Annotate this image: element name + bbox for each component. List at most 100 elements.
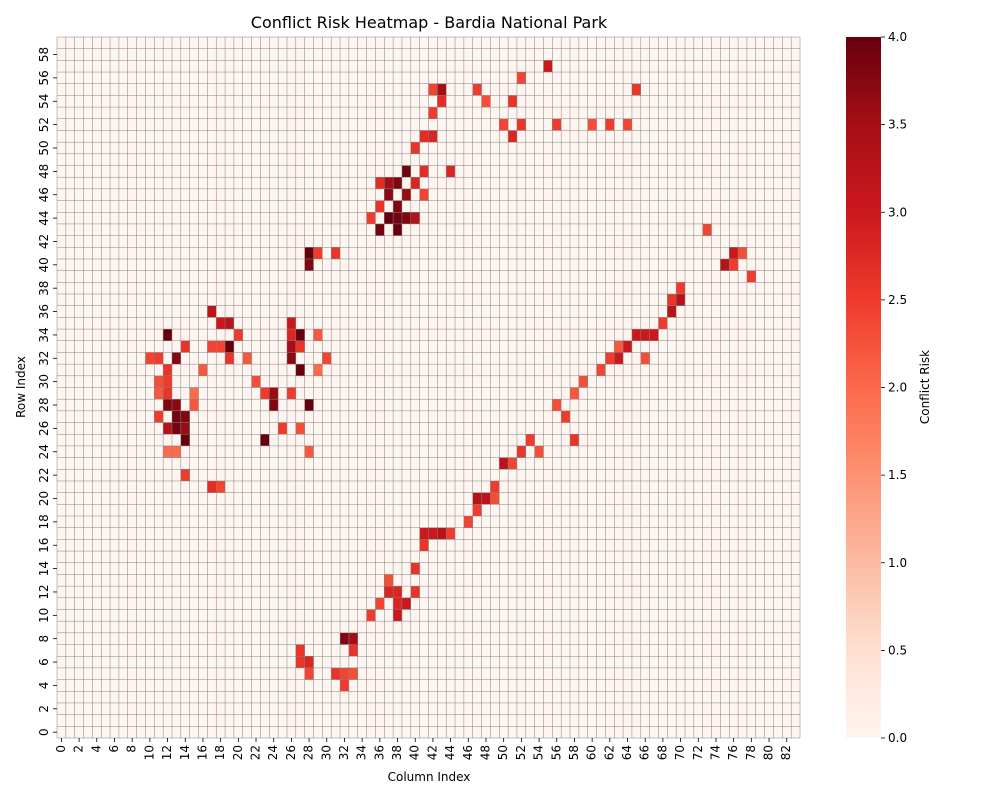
heatmap-cell — [225, 340, 234, 353]
heatmap-cell — [428, 527, 438, 540]
heatmap-cell — [322, 352, 332, 365]
x-tick-label: 66 — [638, 745, 652, 760]
x-tick-label: 6 — [107, 745, 121, 753]
grid-lines — [56, 36, 801, 739]
y-tick-label: 56 — [37, 70, 51, 85]
x-tick-label: 24 — [266, 745, 280, 760]
heatmap-cell — [198, 364, 208, 376]
heatmap-cell — [348, 667, 358, 680]
x-tick-label: 60 — [585, 745, 599, 760]
y-tick-label: 30 — [37, 374, 51, 389]
heatmap-cell — [163, 387, 172, 400]
heatmap-cell — [286, 340, 296, 353]
heatmap-cell — [428, 130, 438, 143]
x-tick-label: 8 — [125, 745, 139, 753]
x-tick-label: 36 — [372, 745, 386, 760]
x-axis-label: Column Index — [388, 770, 471, 784]
heatmap-cell — [419, 165, 429, 178]
x-tick-label: 72 — [691, 745, 705, 760]
x-tick-label: 74 — [708, 745, 722, 760]
heatmap-cell — [578, 375, 588, 388]
heatmap-cell — [269, 387, 279, 400]
heatmap-cell — [260, 434, 270, 446]
x-tick-label: 30 — [319, 745, 333, 760]
heatmap-cell — [348, 632, 358, 645]
heatmap-cell — [393, 212, 402, 224]
colorbar-tick-label: 0.0 — [888, 731, 907, 745]
heatmap-cell — [384, 574, 394, 587]
heatmap-cell — [702, 223, 712, 236]
heatmap-cell — [286, 387, 296, 400]
y-tick-label: 48 — [37, 164, 51, 179]
heatmap-cell — [552, 399, 562, 411]
heatmap-cell — [410, 142, 420, 154]
heatmap-cell — [295, 364, 305, 376]
heatmap-cell — [207, 305, 217, 318]
heatmap-cell — [340, 679, 349, 692]
y-tick-label: 10 — [37, 608, 51, 623]
heatmap-cell — [410, 586, 420, 598]
heatmap-cell — [393, 177, 402, 189]
heatmap-cell — [340, 632, 349, 645]
x-tick-label: 12 — [160, 745, 174, 760]
heatmap-cell — [729, 247, 739, 259]
x-tick-label: 0 — [54, 745, 68, 753]
heatmap-cell — [631, 329, 641, 341]
heatmap-cell — [499, 457, 509, 470]
heatmap-cell — [676, 294, 686, 306]
heatmap-cell — [286, 329, 296, 341]
heatmap-cell — [746, 270, 756, 283]
x-tick-label: 28 — [302, 745, 316, 760]
x-tick-label: 38 — [390, 745, 404, 760]
x-tick-label: 14 — [178, 745, 192, 760]
heatmap-cell — [401, 597, 411, 610]
heatmap-cell — [233, 329, 243, 341]
heatmap-cell — [375, 177, 385, 189]
heatmap-cell — [667, 305, 677, 318]
heatmap-cell — [348, 644, 358, 657]
heatmap-cell — [225, 317, 234, 330]
heatmap-cell — [216, 340, 226, 353]
heatmap-cell — [295, 422, 305, 435]
colorbar-tick-label: 1.0 — [888, 556, 907, 570]
x-tick-label: 54 — [532, 745, 546, 760]
heatmap-cell — [171, 422, 181, 435]
heatmap-cell — [729, 258, 739, 271]
colorbar-tick-label: 2.5 — [888, 293, 907, 307]
heatmap-cell — [410, 212, 420, 224]
heatmap-cell — [295, 329, 305, 341]
heatmap-cell — [508, 457, 517, 470]
heatmap-cell — [295, 340, 305, 353]
x-tick-label: 18 — [213, 745, 227, 760]
x-tick-label: 46 — [461, 745, 475, 760]
x-tick-label: 40 — [408, 745, 422, 760]
x-axis-ticks: 0 2 4 6 8 10 12 14 16 18 20 22 24 26 28 30 32 34 36 38 40 42 4… — [54, 738, 793, 760]
heatmap-cell — [490, 492, 500, 505]
y-tick-label: 20 — [37, 491, 51, 506]
x-tick-label: 68 — [655, 745, 669, 760]
y-tick-label: 6 — [37, 658, 51, 666]
heatmap-cell — [481, 492, 491, 505]
heatmap-cell — [499, 118, 509, 131]
y-tick-label: 12 — [37, 584, 51, 599]
x-tick-label: 22 — [249, 745, 263, 760]
y-tick-label: 24 — [37, 444, 51, 459]
heatmap-cell — [340, 667, 349, 680]
heatmap-cell — [640, 352, 650, 365]
heatmap-cell — [180, 340, 190, 353]
heatmap-cell — [543, 60, 553, 73]
heatmap-cell — [649, 329, 659, 341]
colorbar: 0.0 0.5 1.0 1.5 2.0 2.5 3.0 3.5 4.0 — [846, 30, 907, 745]
heatmap-cell — [180, 410, 190, 423]
heatmap-cell — [304, 656, 314, 668]
y-tick-label: 44 — [37, 210, 51, 225]
heatmap-cell — [366, 212, 376, 224]
y-tick-label: 52 — [37, 117, 51, 132]
y-tick-label: 8 — [37, 635, 51, 643]
heatmap-cell — [304, 247, 314, 259]
heatmap-cell — [286, 352, 296, 365]
heatmap-cell — [163, 422, 172, 435]
heatmap-cell — [419, 188, 429, 201]
y-tick-label: 42 — [37, 234, 51, 249]
heatmap-cell — [163, 399, 172, 411]
